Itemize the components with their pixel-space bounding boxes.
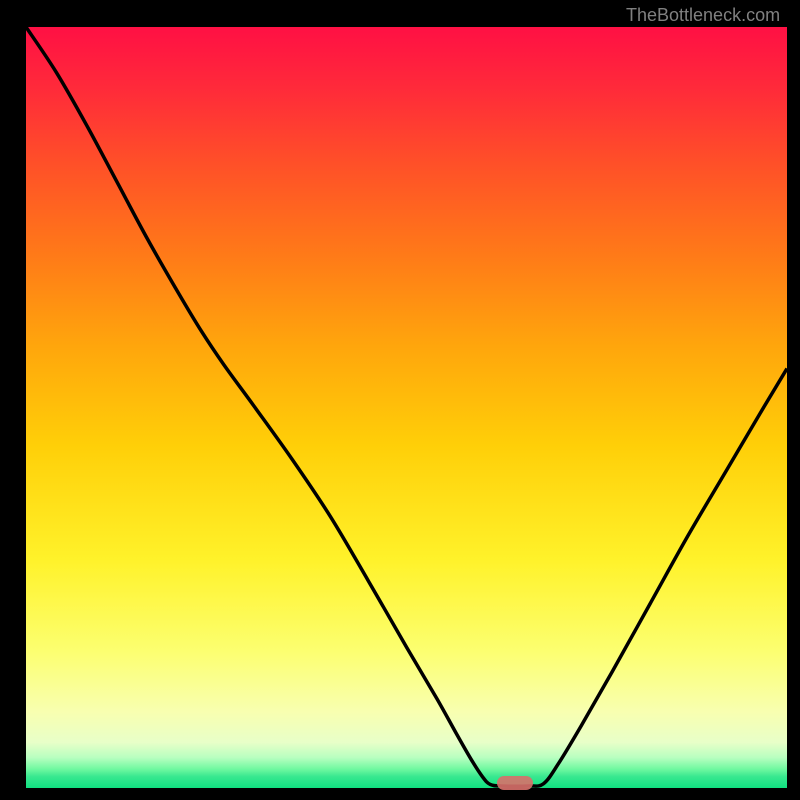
plot-area (26, 27, 787, 786)
bottleneck-curve (26, 27, 787, 786)
watermark-text: TheBottleneck.com (626, 5, 780, 26)
optimal-marker (497, 776, 533, 790)
